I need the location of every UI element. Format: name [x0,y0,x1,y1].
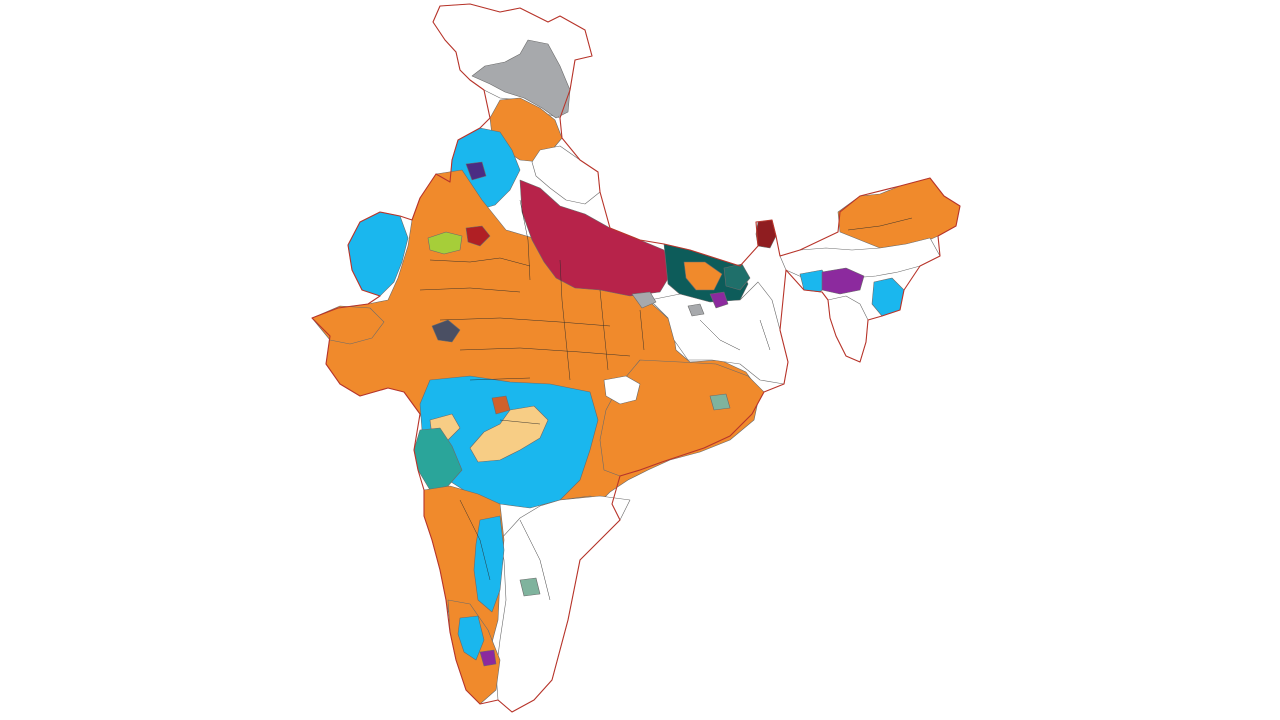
region-purple-small [709,291,729,309]
internal-boundaries [419,199,913,601]
region-gujarat-kutch [311,305,385,345]
region-slate-patch [431,319,461,343]
region-grey-1 [631,291,657,309]
region-grey-2 [687,303,705,317]
region-andhra-tn [495,495,631,713]
region-lime [427,231,463,255]
region-arunachal [837,177,961,251]
region-teal-cluster [723,263,751,291]
region-meghalaya-purple [821,267,865,295]
region-bihar-inner [683,261,723,291]
national-border [311,3,961,713]
region-tn-purple [479,649,497,667]
region-rust [491,395,511,415]
region-uttar-pradesh [519,179,673,297]
region-dark-red [465,225,491,247]
region-white-patch [603,375,641,405]
region-karnataka-blue [473,515,505,613]
region-sage-2 [519,577,541,597]
region-sage [709,393,731,411]
region-maharashtra-tan [469,405,549,463]
region-indigo [465,161,487,181]
region-kerala-blue [457,615,485,661]
region-uttarakhand [531,145,601,205]
region-ladakh [471,39,571,119]
